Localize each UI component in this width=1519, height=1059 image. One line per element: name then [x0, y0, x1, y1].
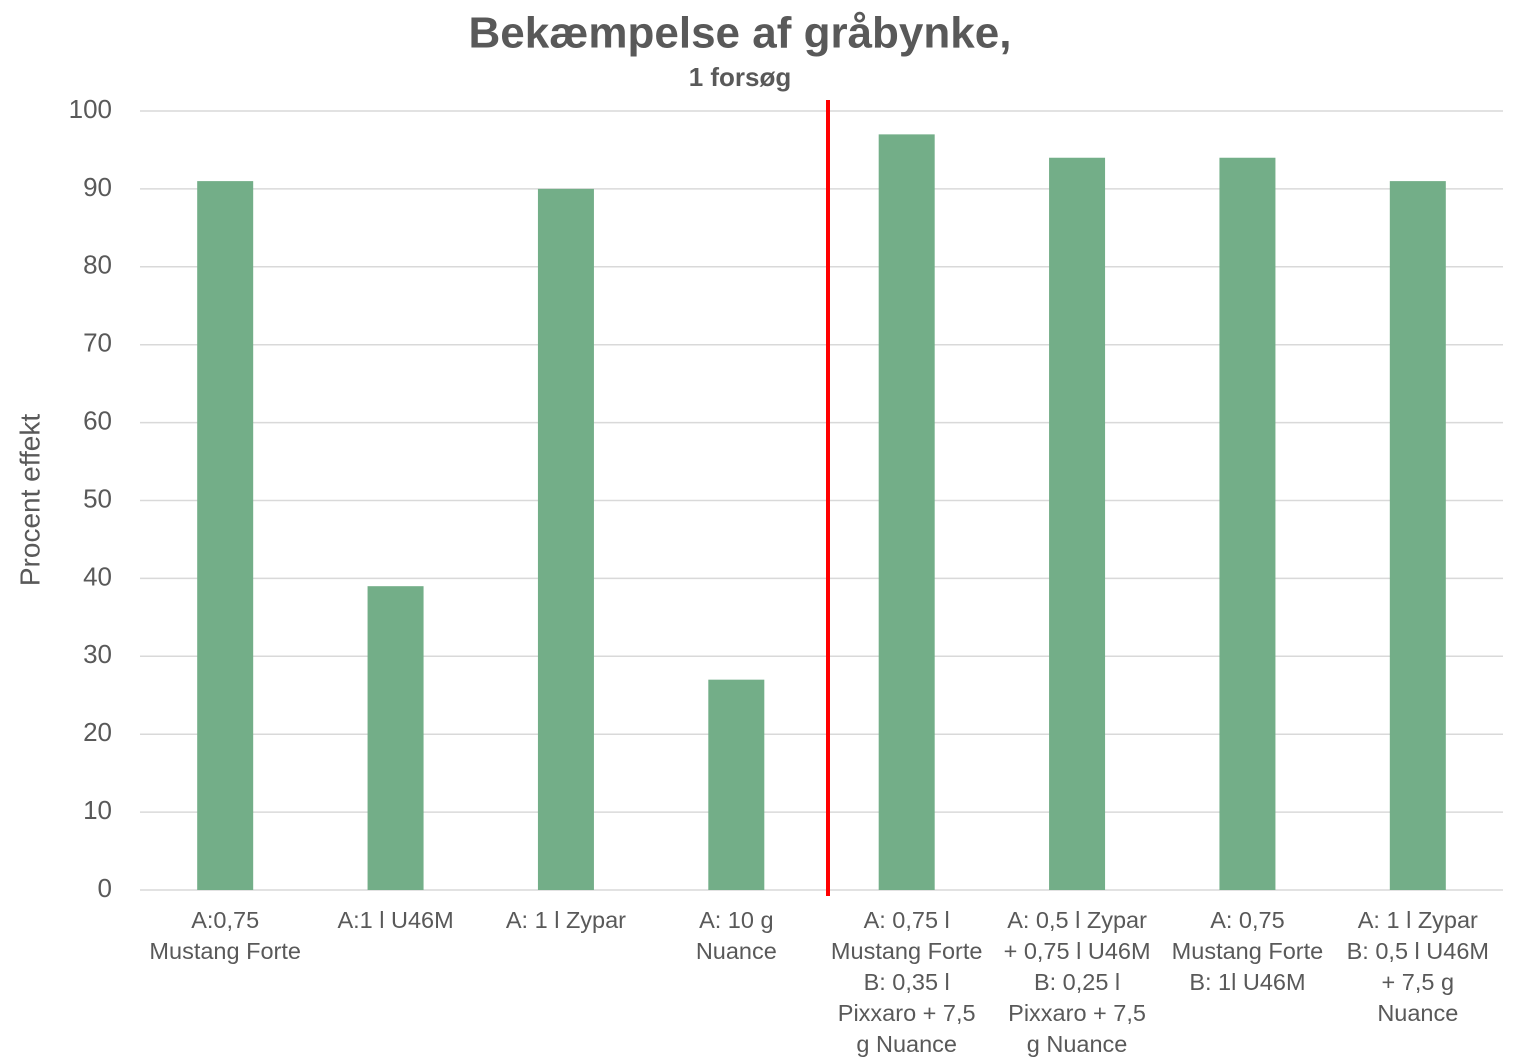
bar: [1049, 157, 1106, 891]
x-tick-label: A: 0,75 Mustang Forte B: 1l U46M: [1171, 907, 1324, 995]
bar: [537, 188, 594, 890]
y-tick-label: 30: [83, 639, 112, 669]
chart-title: Bekæmpelse af gråbynke,: [469, 9, 1012, 58]
bar: [1219, 157, 1276, 891]
x-tick-label: A: 10 g Nuance: [695, 907, 777, 964]
y-tick-label: 20: [83, 717, 112, 747]
chart-subtitle: 1 forsøg: [689, 62, 792, 92]
x-tick-label: A: 1 l Zypar B: 0,5 l U46M + 7,5 g Nuanc…: [1346, 907, 1489, 1026]
y-axis-label: Procent effekt: [14, 414, 45, 586]
y-tick-label: 10: [83, 795, 112, 825]
x-tick-label: A:0,75 Mustang Forte: [149, 907, 301, 964]
y-tick-label: 100: [69, 94, 112, 124]
x-tick-label: A: 1 l Zypar: [505, 907, 627, 933]
y-tick-label: 80: [83, 250, 112, 280]
x-tick-label: A: 0,75 l Mustang Forte B: 0,35 l Pixxar…: [830, 907, 983, 1057]
y-tick-label: 0: [98, 873, 112, 903]
bar: [367, 586, 424, 890]
bar: [708, 679, 765, 890]
x-tick-label: A:1 l U46M: [337, 907, 454, 933]
y-tick-label: 60: [83, 405, 112, 435]
bar: [197, 181, 254, 891]
bar: [878, 134, 935, 890]
y-tick-label: 40: [83, 561, 112, 591]
y-tick-label: 70: [83, 328, 112, 358]
bar: [1389, 181, 1446, 891]
x-tick-label: A: 0,5 l Zypar + 0,75 l U46M B: 0,25 l P…: [1003, 907, 1151, 1057]
y-tick-label: 90: [83, 172, 112, 202]
y-tick-label: 50: [83, 483, 112, 513]
